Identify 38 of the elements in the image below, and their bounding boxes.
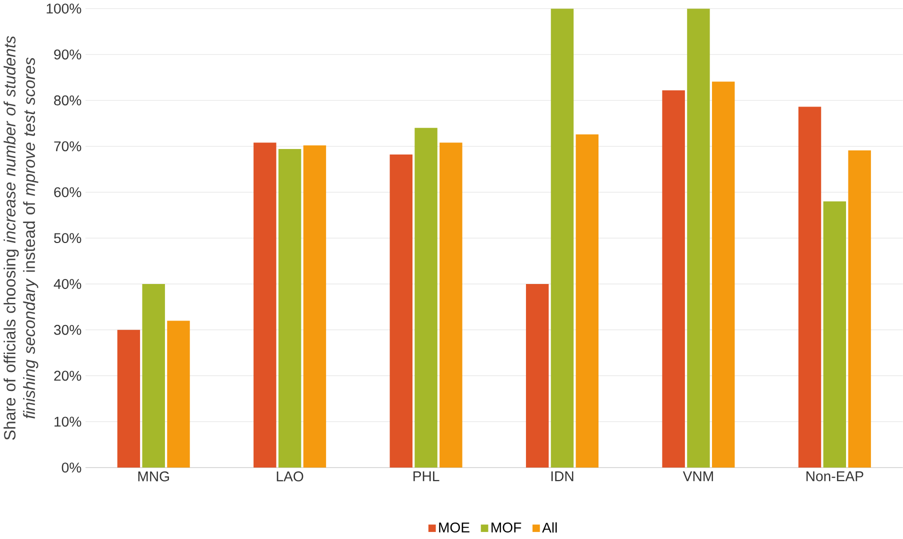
bar bbox=[526, 284, 549, 468]
legend-label: MOF bbox=[492, 522, 522, 533]
x-tick-label: LAO bbox=[276, 472, 304, 482]
bar bbox=[662, 90, 685, 468]
bar bbox=[117, 330, 140, 468]
legend-label: All bbox=[542, 522, 557, 533]
bar bbox=[142, 284, 165, 468]
y-tick-label: 40% bbox=[54, 279, 82, 290]
y-tick-label: 10% bbox=[54, 416, 82, 427]
y-tick-label: 50% bbox=[54, 233, 82, 244]
y-tick-label: 60% bbox=[54, 187, 82, 198]
bar bbox=[440, 142, 462, 468]
bar bbox=[823, 202, 846, 468]
y-tick-label: 70% bbox=[54, 142, 82, 152]
y-tick-label: 20% bbox=[54, 371, 82, 382]
y-tick-label: 80% bbox=[54, 96, 82, 106]
y-tick-label: 30% bbox=[54, 325, 82, 336]
y-tick-label: 0% bbox=[62, 462, 82, 473]
bar bbox=[798, 107, 822, 468]
x-tick-label: IDN bbox=[551, 472, 574, 482]
bar bbox=[712, 82, 735, 468]
bar bbox=[576, 134, 599, 468]
bar bbox=[254, 142, 276, 468]
bar bbox=[390, 154, 412, 468]
bar bbox=[167, 320, 190, 468]
x-tick-label: Non-EAP bbox=[806, 472, 864, 482]
x-tick-label: MNG bbox=[138, 472, 169, 482]
legend-label: MOE bbox=[439, 522, 470, 533]
y-tick-label: 100% bbox=[46, 4, 82, 14]
x-tick-label: PHL bbox=[413, 472, 440, 482]
bar bbox=[414, 128, 438, 468]
bar bbox=[303, 146, 326, 468]
bar bbox=[687, 8, 710, 468]
y-tick-label: 90% bbox=[54, 50, 82, 60]
x-tick-label: VNM bbox=[682, 472, 713, 482]
bar bbox=[848, 150, 871, 468]
bar bbox=[550, 8, 574, 468]
bar bbox=[278, 149, 302, 468]
